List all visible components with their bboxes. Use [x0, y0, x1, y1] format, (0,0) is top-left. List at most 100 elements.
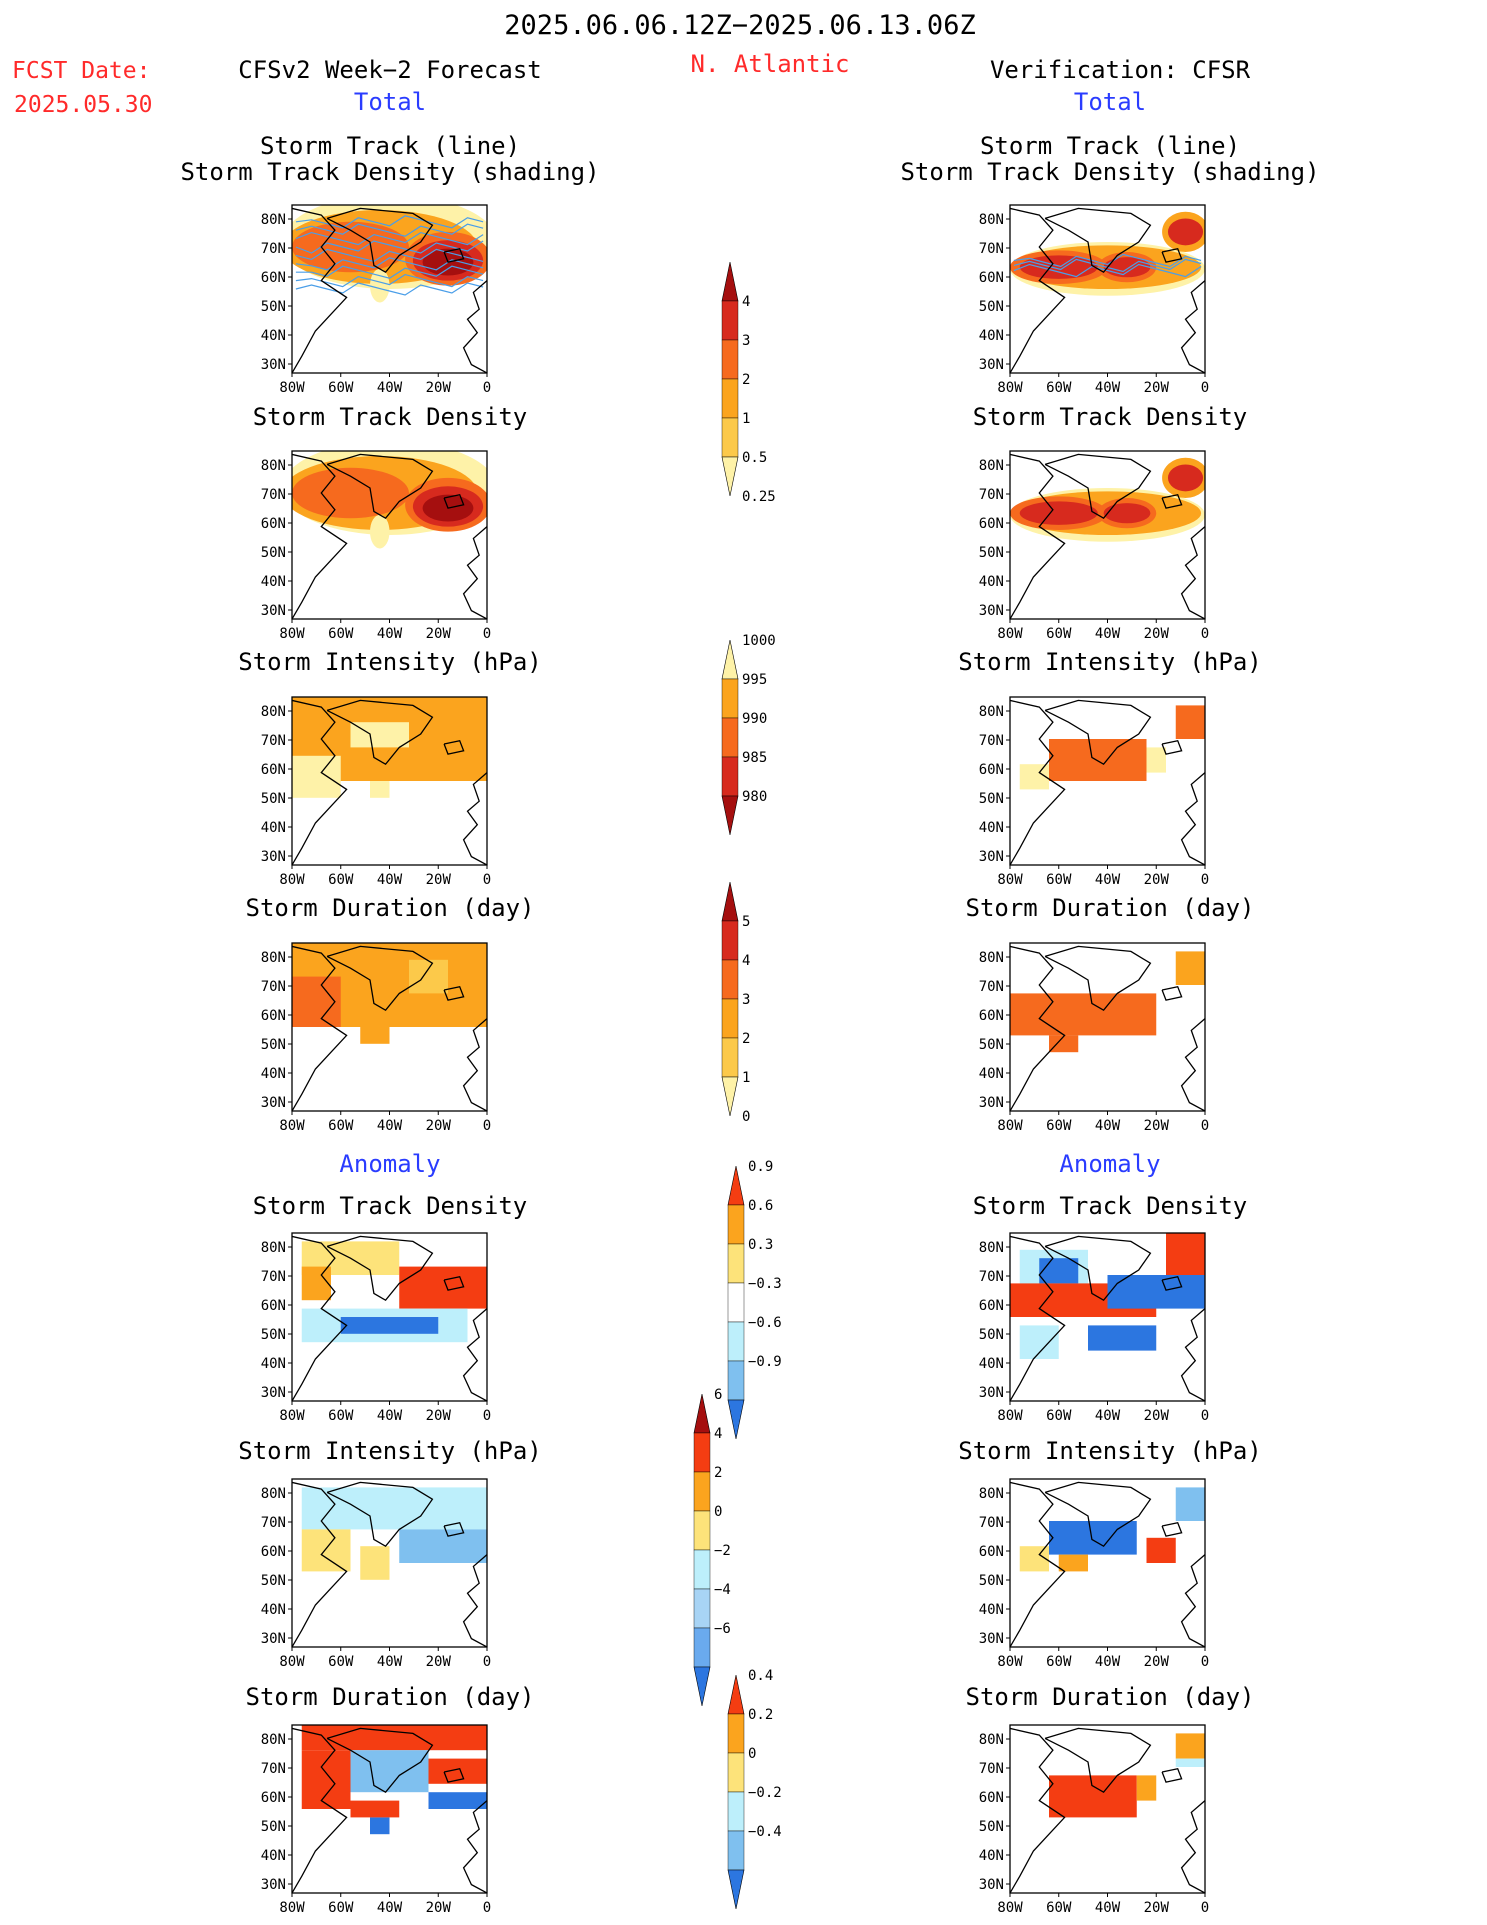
verification-anom-density-title: Storm Track Density: [972, 1192, 1248, 1220]
colorbar-segment: [721, 959, 739, 1000]
y-tick-label: 80N: [979, 1486, 1004, 1502]
colorbar-label: 0.5: [742, 450, 767, 466]
europe-coast: [1180, 1018, 1205, 1111]
y-tick-label: 50N: [979, 1819, 1004, 1835]
x-tick-label: 20W: [426, 1118, 452, 1134]
colorbar-segment: [693, 1549, 711, 1590]
y-tick-label: 50N: [261, 299, 286, 315]
field-cell: [301, 1266, 331, 1301]
colorbar-label: 980: [742, 789, 767, 805]
x-tick-label: 60W: [1046, 872, 1072, 888]
colorbar-segment: [727, 1243, 745, 1284]
y-tick-label: 30N: [979, 849, 1004, 865]
greenland-coast: [1044, 453, 1152, 520]
europe-coast: [462, 526, 487, 619]
forecast-total-track-panel: 80N 70N 60N 50N 40N 30N 80W 60W 40W 20W 0: [261, 204, 491, 396]
y-tick-label: 50N: [979, 545, 1004, 561]
verification-total-track-panel: 80N 70N 60N 50N 40N 30N 80W 60W 40W 20W 0: [979, 204, 1209, 396]
verification-duration-title: Storm Duration (day): [965, 894, 1255, 922]
y-tick-label: 30N: [261, 1385, 286, 1401]
track-line: [295, 240, 484, 254]
verification-anomaly-duration-field: [1010, 1727, 1205, 1893]
field-cell: [1058, 1554, 1088, 1572]
y-tick-label: 40N: [979, 1356, 1004, 1372]
forecast-anom-duration-title: Storm Duration (day): [245, 1683, 535, 1711]
colorbar-label: −0.9: [748, 1354, 782, 1370]
x-tick-label: 20W: [1144, 1408, 1170, 1424]
field-blob: [1019, 501, 1098, 525]
iceland-coast: [1161, 247, 1183, 263]
x-tick-label: 20W: [426, 1654, 452, 1670]
field-cell: [350, 1750, 429, 1793]
y-tick-label: 40N: [261, 820, 286, 836]
colorbar-label: 1000: [742, 633, 776, 649]
y-tick-label: 80N: [261, 1240, 286, 1256]
colorbar-segment: [727, 1752, 745, 1793]
x-tick-label: 0: [483, 626, 491, 642]
colorbar-label: 4: [714, 1426, 722, 1442]
colorbar-arrow-top: [727, 1165, 745, 1206]
colorbar-arrow-bottom: [727, 1869, 745, 1910]
track-line: [295, 215, 484, 229]
y-tick-label: 40N: [261, 1356, 286, 1372]
colorbar-segment: [721, 678, 739, 719]
field-cell: [1175, 1487, 1205, 1521]
field-cell: [1019, 1325, 1059, 1359]
forecast-intensity-title: Storm Intensity (hPa): [238, 648, 542, 676]
forecast-anomaly-density-field: [292, 1235, 487, 1401]
colorbar-segment: [727, 1360, 745, 1401]
intensity-anomaly-colorbar: 6 4 2 0 −2 −4 −6: [693, 1387, 731, 1707]
y-tick-label: 30N: [979, 1095, 1004, 1111]
iceland-coast: [1161, 1521, 1183, 1537]
verification-anomaly-intensity-panel: 80N 70N 60N 50N 40N 30N 80W 60W 40W 20W 0: [979, 1478, 1209, 1670]
track-line: [1013, 263, 1202, 278]
x-tick-label: 40W: [1095, 1900, 1121, 1916]
track-line: [295, 257, 484, 271]
colorbar-segment: [721, 339, 739, 380]
forecast-duration-title: Storm Duration (day): [245, 894, 535, 922]
verification-total-duration-field: [1010, 945, 1205, 1111]
colorbar-label: 4: [742, 294, 750, 310]
fcst-date-value: 2025.05.30: [14, 92, 153, 118]
x-tick-label: 0: [483, 872, 491, 888]
x-tick-label: 20W: [426, 1900, 452, 1916]
verification-anom-duration-title: Storm Duration (day): [965, 1683, 1255, 1711]
colorbar-label: −0.6: [748, 1315, 782, 1331]
verification-total-density-field: [1010, 453, 1205, 619]
colorbar-segment: [693, 1432, 711, 1473]
colorbar-label: 0.2: [748, 1707, 773, 1723]
y-tick-label: 30N: [261, 849, 286, 865]
y-tick-label: 40N: [979, 1066, 1004, 1082]
field-cell: [1175, 1758, 1205, 1767]
iceland-coast: [443, 985, 465, 1001]
forecast-total-density-panel: 80N 70N 60N 50N 40N 30N 80W 60W 40W 20W 0: [261, 450, 491, 642]
colorbar-arrow-bottom: [721, 1076, 739, 1117]
field-cell: [301, 1487, 487, 1530]
field-blob: [370, 514, 390, 549]
forecast-total-heading: Total: [353, 88, 427, 116]
y-tick-label: 30N: [261, 603, 286, 619]
y-tick-label: 50N: [261, 1573, 286, 1589]
x-tick-label: 60W: [328, 380, 354, 396]
x-tick-label: 40W: [377, 1900, 403, 1916]
colorbar-arrow-bottom: [693, 1666, 711, 1707]
colorbar-label: 1: [742, 411, 750, 427]
colorbar-arrow-top: [721, 261, 739, 302]
europe-coast: [462, 772, 487, 865]
x-tick-label: 80W: [279, 626, 305, 642]
colorbar-label: 0: [742, 1109, 750, 1125]
europe-coast: [1180, 280, 1205, 373]
forecast-total-intensity-field: [292, 697, 487, 865]
y-tick-label: 50N: [261, 1037, 286, 1053]
forecast-anomaly-duration-field: [292, 1725, 487, 1893]
europe-coast: [1180, 772, 1205, 865]
iceland-coast: [443, 1767, 465, 1783]
y-tick-label: 60N: [261, 270, 286, 286]
y-tick-label: 50N: [979, 1327, 1004, 1343]
field-cell: [360, 1027, 390, 1044]
america-coast: [1010, 945, 1066, 1111]
colorbar-label: 5: [742, 914, 750, 930]
field-blob: [292, 221, 409, 273]
y-tick-label: 40N: [261, 1848, 286, 1864]
y-tick-label: 30N: [261, 1095, 286, 1111]
